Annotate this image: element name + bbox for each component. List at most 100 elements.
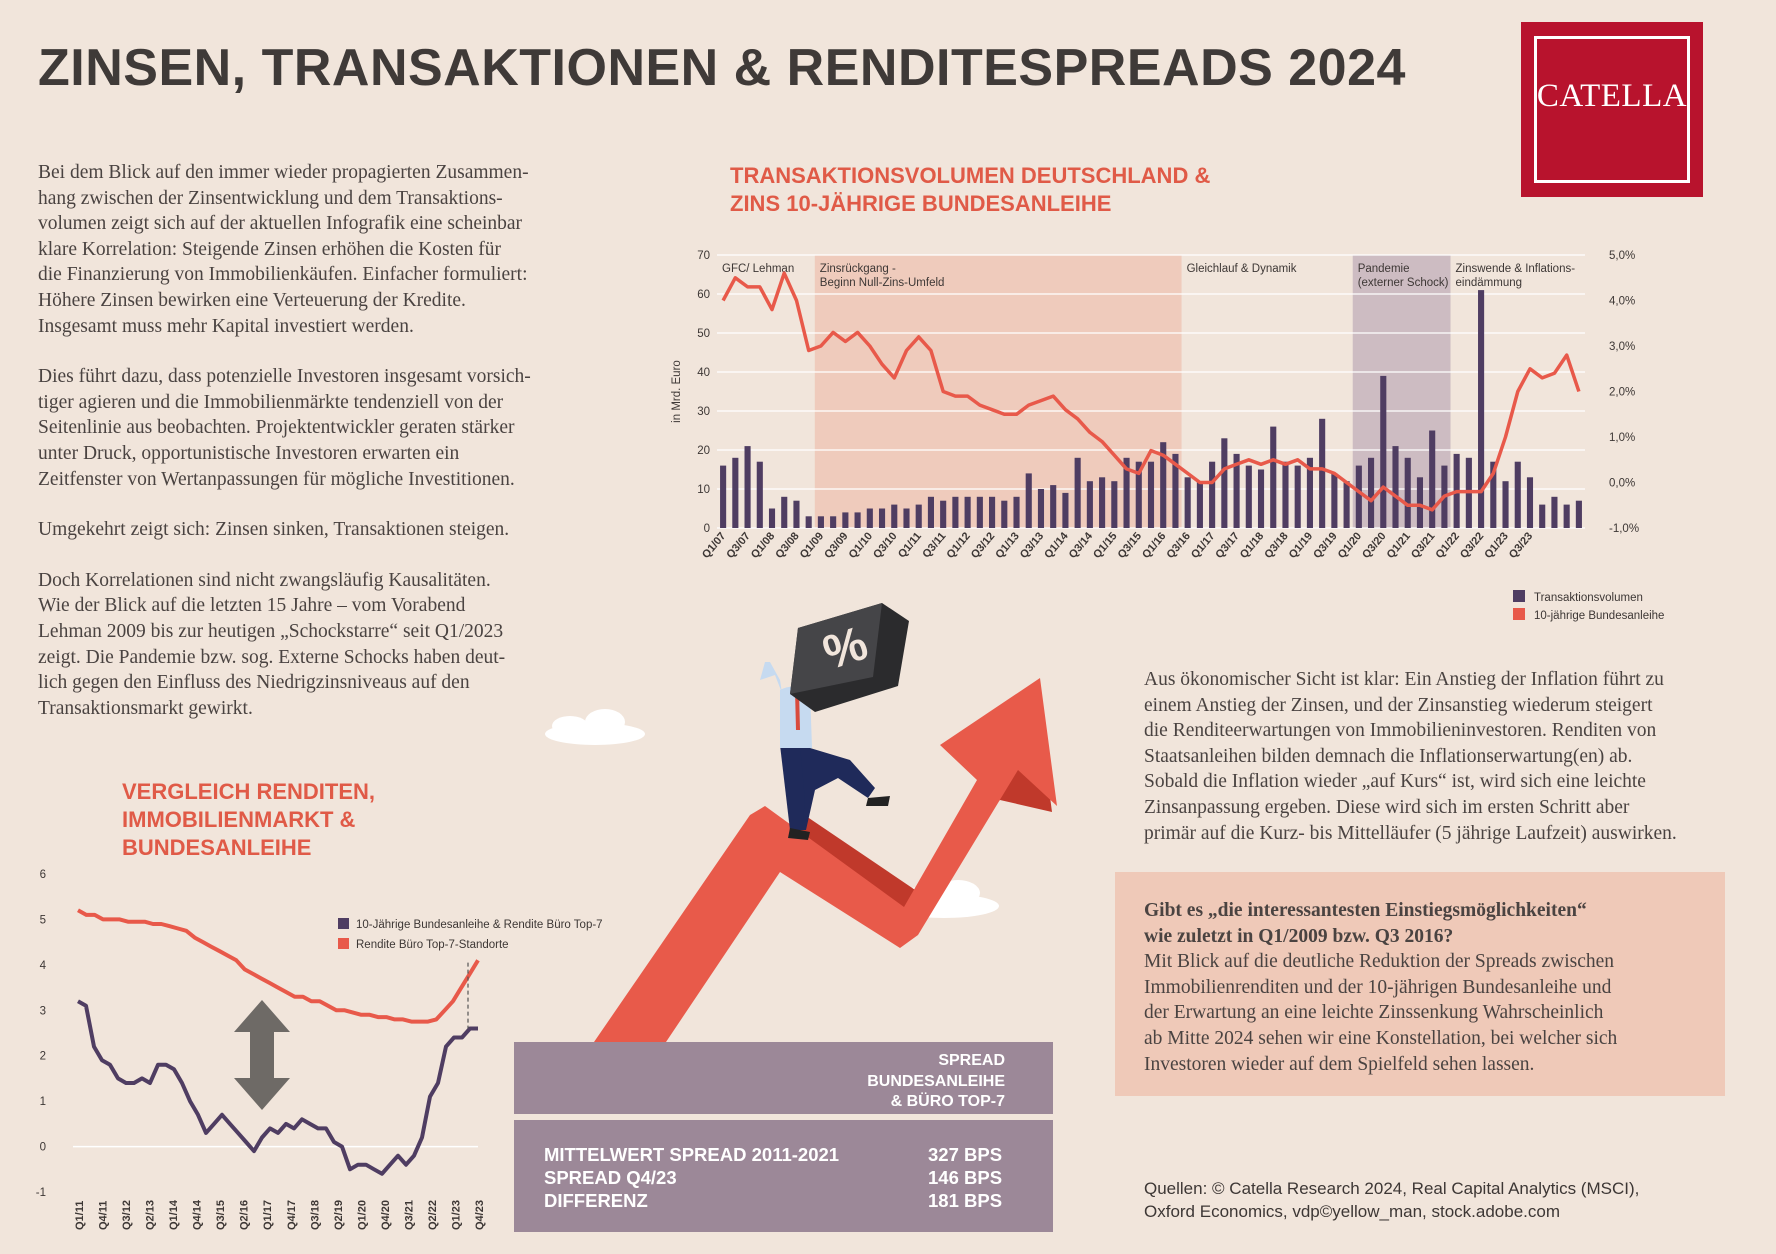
y-tick-label: 20 <box>697 445 710 457</box>
bar <box>805 516 812 528</box>
sources-line: Quellen: © Catella Research 2024, Real C… <box>1144 1179 1640 1198</box>
period-label: Zinswende & Inflations- <box>1456 263 1576 275</box>
spread-row: SPREAD Q4/23 146 BPS <box>544 1167 1004 1189</box>
intro-line: Insgesamt muss mehr Kapital investiert w… <box>38 315 414 337</box>
bar <box>903 508 910 528</box>
bar <box>1025 473 1032 528</box>
bar <box>720 465 727 528</box>
intro-line: Höhere Zinsen bewirken eine Verteuerung … <box>38 289 466 311</box>
legend-swatch <box>1513 590 1525 602</box>
bar <box>854 512 861 528</box>
spread-row-value: 146 BPS <box>928 1167 1003 1188</box>
intro-line: die Finanzierung von Immobilienkäufen. E… <box>38 264 528 286</box>
bar <box>1514 461 1521 528</box>
intro-line: Doch Korrelationen sind nicht zwangsläuf… <box>38 569 491 591</box>
cloud-icon <box>545 709 645 745</box>
rising-arrow-icon <box>594 678 1057 1042</box>
question-line: Gibt es „die interessantesten Einstiegsm… <box>1144 900 1587 921</box>
bar <box>830 516 837 528</box>
bar <box>1209 461 1216 528</box>
bar <box>1135 461 1142 528</box>
answer-line: Investoren wieder auf dem Spielfeld sehe… <box>1144 1053 1535 1075</box>
intro-paragraph: Bei dem Blick auf den immer wieder propa… <box>38 160 598 339</box>
x-tick-label: Q3/15 <box>215 1200 227 1230</box>
intro-line: zeigt. Die Pandemie bzw. sog. Externe Sc… <box>38 646 506 668</box>
x-tick-label: Q1/20 <box>356 1200 368 1230</box>
bar <box>1001 500 1008 528</box>
bar <box>842 512 849 528</box>
bar <box>1306 457 1313 528</box>
intro-line: Bei dem Blick auf den immer wieder propa… <box>38 162 529 183</box>
period-label: eindämmung <box>1456 277 1522 289</box>
spread-title-line: SPREAD <box>938 1052 1005 1069</box>
x-tick-label: Q1/17 <box>262 1200 274 1230</box>
bar <box>1086 481 1093 528</box>
intro-line: unter Druck, opportunistische Investoren… <box>38 442 460 464</box>
office-yield-line <box>77 908 480 1024</box>
bar <box>1416 477 1424 528</box>
bar <box>1160 442 1167 528</box>
intro-text: Bei dem Blick auf den immer wieder propa… <box>38 160 598 746</box>
bar <box>1355 465 1362 528</box>
bar <box>1392 446 1399 528</box>
period-label: Beginn Null-Zins-Umfeld <box>820 277 945 289</box>
y-axis-label: in Mrd. Euro <box>671 360 683 423</box>
bar <box>1147 461 1155 528</box>
bar <box>1013 496 1020 528</box>
intro-line: lich gegen den Einfluss des Niedrigzinsn… <box>38 672 470 694</box>
bar <box>1221 438 1228 528</box>
bar <box>1111 481 1118 528</box>
intro-line: Transaktionsmarkt gewirkt. <box>38 697 253 719</box>
chart2-title-line: BUNDESANLEIHE <box>122 835 312 860</box>
y-tick-label: 2 <box>40 1051 46 1063</box>
yield-comparison-chart: -1 0 1 2 3 4 5 6 Q1/11 Q4/11 Q3/12 Q2/13 Q1/14 Q4/14 Q… <box>36 869 603 1230</box>
bar <box>891 504 898 528</box>
x-tick-label: Q1/11 <box>74 1201 86 1230</box>
bar <box>744 446 751 528</box>
x-tick-label: Q1/14 <box>168 1199 180 1230</box>
bar <box>1233 453 1240 528</box>
y-tick-label: -1 <box>36 1187 46 1199</box>
bar <box>989 496 996 528</box>
right-text-line: einem Anstieg der Zinsen, und der Zinsan… <box>1144 694 1653 716</box>
bar <box>1037 489 1045 528</box>
bar <box>1294 465 1301 528</box>
spread-row-value: 327 BPS <box>928 1144 1003 1165</box>
x-tick-label: Q4/17 <box>286 1200 298 1230</box>
x-tick-label: Q4/11 <box>98 1201 110 1230</box>
bar <box>915 504 922 528</box>
intro-line: Zeitfenster von Wertanpassungen für mögl… <box>38 468 515 490</box>
y-tick-label: 1 <box>40 1096 46 1108</box>
y-tick-label: 0 <box>704 523 710 535</box>
y2-tick-label: 0,0% <box>1609 478 1635 490</box>
bar <box>1123 457 1130 528</box>
spread-row-value: 181 BPS <box>928 1190 1003 1211</box>
logo-text: CATELLA <box>1536 78 1688 114</box>
bar <box>1429 430 1436 528</box>
x-tick-label: Q2/16 <box>239 1200 251 1230</box>
spread-row-label: SPREAD Q4/23 <box>544 1167 677 1188</box>
chart2-title: VERGLEICH RENDITEN, IMMOBILIENMARKT & BU… <box>122 778 375 862</box>
bar <box>866 508 873 528</box>
intro-line: tiger agieren und die Immobilienmärkte t… <box>38 391 504 413</box>
bar <box>878 508 886 528</box>
bar <box>1478 290 1485 528</box>
answer-text: Mit Blick auf die deutliche Reduktion de… <box>1144 949 1704 1077</box>
legend-label: Transaktionsvolumen <box>1534 592 1643 604</box>
y2-tick-label: 2,0% <box>1609 387 1635 399</box>
spread-title-box: SPREAD BUNDESANLEIHE & BÜRO TOP-7 <box>514 1042 1053 1114</box>
right-text-line: Sobald die Inflation wieder „auf Kurs“ i… <box>1144 771 1646 793</box>
y-tick-label: 30 <box>697 406 710 418</box>
spread-row-label: MITTELWERT SPREAD 2011-2021 <box>544 1144 840 1165</box>
sources-text: Quellen: © Catella Research 2024, Real C… <box>1144 1177 1639 1223</box>
intro-line: Dies führt dazu, dass potenzielle Invest… <box>38 366 531 388</box>
chart1-title-line: TRANSAKTIONSVOLUMEN DEUTSCHLAND & <box>730 163 1211 188</box>
bar <box>1502 481 1509 528</box>
intro-line: Seitenlinie aus beobachten. Projektentwi… <box>38 417 515 439</box>
bar <box>1050 485 1057 528</box>
bar <box>940 500 947 528</box>
bar <box>1319 418 1326 528</box>
spread-row-label: DIFFERENZ <box>544 1190 648 1211</box>
legend-swatch <box>338 918 349 929</box>
